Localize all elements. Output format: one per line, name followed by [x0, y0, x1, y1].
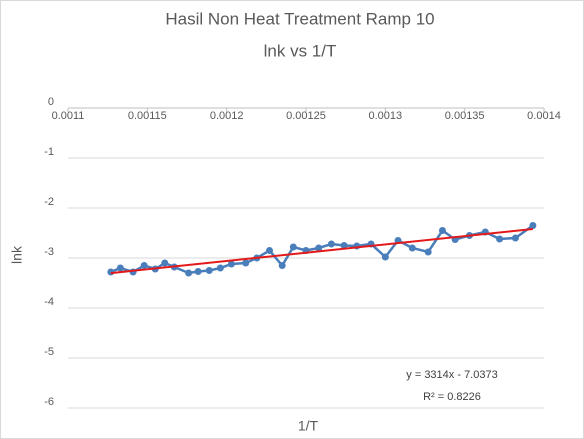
x-tick-label: 0.00115 — [128, 110, 167, 122]
data-point — [408, 244, 416, 252]
x-tick-label: 0.00135 — [445, 110, 485, 122]
data-point — [438, 227, 446, 234]
y-tick-label: 0 — [48, 96, 54, 108]
data-point — [161, 259, 169, 267]
x-tick-label: 0.0012 — [210, 110, 244, 122]
data-point — [216, 264, 224, 272]
y-axis-title: lnk — [9, 245, 25, 264]
series-line — [110, 224, 534, 275]
data-point — [266, 247, 274, 254]
data-point — [424, 248, 432, 256]
data-point — [529, 222, 537, 229]
data-point — [116, 264, 124, 272]
y-tick-label: -3 — [44, 246, 54, 258]
data-point — [381, 253, 389, 261]
x-tick-label: 0.0014 — [527, 110, 561, 122]
y-tick-label: -2 — [44, 196, 54, 208]
data-point — [315, 244, 323, 252]
data-point — [340, 242, 348, 249]
y-tick-label: -6 — [44, 396, 54, 408]
trend-equation: y = 3314x - 7.0373 — [406, 369, 497, 381]
data-point — [140, 262, 148, 269]
data-point — [511, 234, 519, 242]
chart-title: Hasil Non Heat Treatment Ramp 10 — [165, 9, 434, 28]
y-tick-label: -4 — [44, 296, 54, 308]
chart-subtitle: lnk vs 1/T — [264, 41, 337, 60]
data-point — [289, 243, 297, 251]
x-tick-label: 0.0013 — [369, 110, 403, 122]
data-point — [327, 240, 335, 248]
y-tick-label: -1 — [44, 146, 54, 158]
data-point — [227, 260, 235, 268]
data-point — [185, 269, 193, 277]
x-axis-title: 1/T — [298, 418, 319, 434]
trendline — [110, 228, 533, 275]
x-tick-label: 0.00125 — [286, 110, 326, 122]
data-point — [205, 267, 213, 274]
r-squared: R² = 0.8226 — [423, 391, 481, 403]
x-tick-label: 0.0011 — [52, 110, 85, 122]
data-point — [194, 268, 202, 275]
data-point — [278, 262, 286, 269]
data-point — [242, 259, 250, 267]
y-tick-label: -5 — [44, 346, 54, 358]
data-point — [496, 235, 504, 243]
